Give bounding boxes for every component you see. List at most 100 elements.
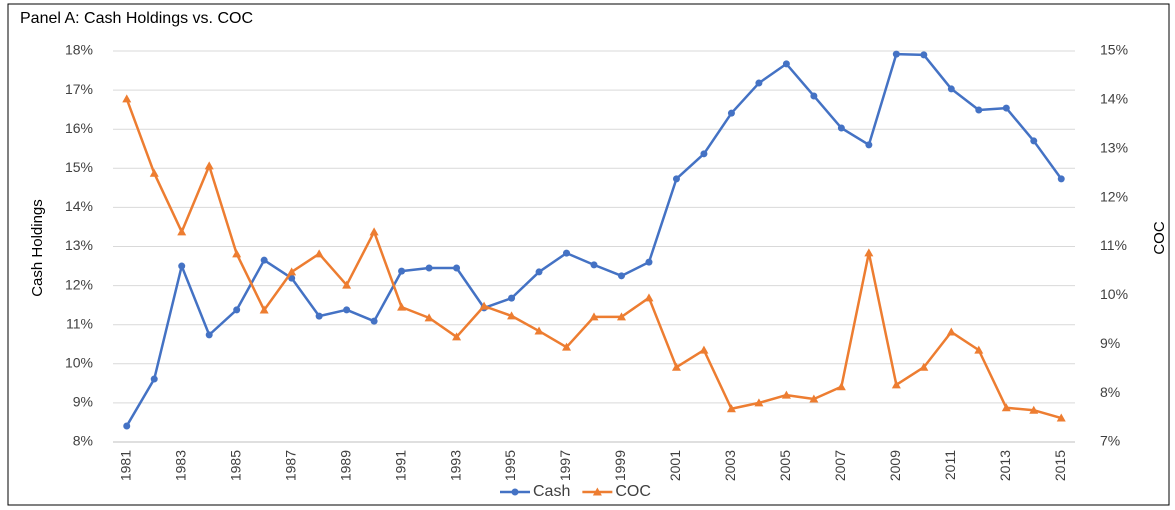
x-tick-label: 2001 (667, 450, 683, 481)
x-tick-label: 2007 (832, 450, 848, 481)
y-tick-label: 16% (65, 120, 93, 136)
marker (836, 382, 846, 391)
y2-tick-label: 7% (1100, 433, 1120, 449)
marker (726, 404, 736, 413)
marker (946, 327, 956, 336)
marker (398, 267, 406, 275)
x-tick-label: 1997 (557, 450, 573, 481)
marker (511, 488, 519, 496)
marker (453, 264, 461, 272)
x-tick-label: 2003 (722, 450, 738, 481)
marker (644, 293, 654, 302)
chart-frame (7, 3, 1170, 506)
y2-tick-label: 14% (1100, 91, 1128, 107)
y2-tick-label: 10% (1100, 286, 1128, 302)
marker (508, 294, 516, 302)
marker (123, 422, 131, 430)
marker (974, 345, 984, 354)
marker (617, 272, 625, 280)
x-tick-label: 2011 (942, 450, 958, 480)
chart-title: Panel A: Cash Holdings vs. COC (20, 10, 253, 27)
marker (452, 332, 462, 341)
legend-label: COC (615, 483, 651, 500)
marker (563, 249, 571, 257)
y-tick-label: 12% (65, 276, 93, 292)
marker (727, 109, 735, 117)
x-tick-label: 1999 (612, 450, 628, 481)
x-tick-label: 1985 (227, 450, 243, 481)
marker (233, 306, 241, 314)
marker (920, 51, 928, 59)
y-tick-label: 9% (73, 394, 93, 410)
marker (837, 124, 845, 132)
marker (315, 312, 323, 320)
x-tick-label: 2013 (997, 450, 1013, 481)
x-tick-label: 1995 (502, 450, 518, 481)
marker (592, 487, 602, 496)
marker (342, 280, 352, 289)
marker (919, 362, 929, 371)
x-tick-label: 1991 (392, 450, 408, 481)
y-tick-label: 18% (65, 42, 93, 58)
marker (810, 92, 818, 100)
marker (891, 380, 901, 389)
legend-label: Cash (533, 483, 570, 500)
y2-tick-label: 12% (1100, 188, 1128, 204)
marker (782, 60, 790, 68)
marker (672, 175, 680, 183)
marker (149, 168, 159, 177)
x-tick-label: 2005 (777, 450, 793, 481)
marker (287, 267, 297, 276)
marker (781, 390, 791, 399)
marker (589, 312, 599, 321)
marker (232, 249, 242, 258)
marker (562, 342, 572, 351)
x-tick-label: 1993 (447, 450, 463, 481)
x-tick-label: 1989 (337, 450, 353, 481)
marker (370, 317, 378, 325)
marker (590, 261, 598, 269)
y2-axis-title: COC (1151, 221, 1168, 255)
marker (535, 268, 543, 276)
marker (479, 301, 489, 310)
legend-item: Cash (500, 483, 570, 500)
marker (1030, 137, 1038, 145)
marker (1057, 175, 1065, 183)
marker (864, 248, 874, 257)
marker (177, 227, 187, 236)
marker (892, 50, 900, 58)
marker (150, 375, 158, 383)
y-tick-label: 14% (65, 198, 93, 214)
marker (534, 326, 544, 335)
marker (314, 249, 324, 258)
marker (699, 345, 709, 354)
marker (397, 302, 407, 311)
y2-tick-label: 9% (1100, 335, 1120, 351)
marker (1029, 405, 1039, 414)
x-tick-label: 1983 (172, 450, 188, 481)
x-tick-label: 2009 (887, 450, 903, 481)
marker (122, 94, 132, 103)
y-tick-label: 11% (66, 315, 93, 331)
y-tick-label: 8% (73, 433, 93, 449)
marker (1056, 413, 1066, 422)
x-tick-label: 1981 (117, 450, 133, 481)
marker (645, 258, 653, 266)
legend-item: COC (582, 483, 651, 500)
marker (259, 305, 269, 314)
y-tick-label: 10% (65, 355, 93, 371)
marker (205, 331, 213, 339)
x-tick-label: 1987 (282, 450, 298, 481)
x-tick-label: 2015 (1052, 450, 1068, 481)
marker (425, 264, 433, 272)
marker (204, 161, 214, 170)
marker (260, 256, 268, 264)
marker (178, 262, 186, 270)
y-axis-title: Cash Holdings (29, 199, 46, 297)
marker (975, 106, 983, 114)
marker (947, 85, 955, 93)
marker (809, 394, 819, 403)
marker (369, 227, 379, 236)
marker (507, 311, 517, 320)
